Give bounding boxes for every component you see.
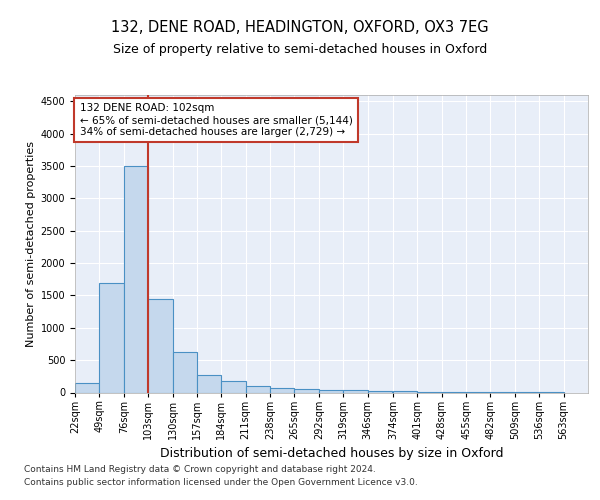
Y-axis label: Number of semi-detached properties: Number of semi-detached properties — [26, 141, 37, 347]
Bar — [393, 390, 418, 392]
X-axis label: Distribution of semi-detached houses by size in Oxford: Distribution of semi-detached houses by … — [160, 447, 503, 460]
Bar — [319, 390, 343, 392]
Bar — [343, 390, 368, 392]
Bar — [197, 374, 221, 392]
Bar — [124, 166, 148, 392]
Text: Size of property relative to semi-detached houses in Oxford: Size of property relative to semi-detach… — [113, 44, 487, 57]
Text: 132, DENE ROAD, HEADINGTON, OXFORD, OX3 7EG: 132, DENE ROAD, HEADINGTON, OXFORD, OX3 … — [111, 20, 489, 35]
Bar — [173, 352, 197, 393]
Bar — [148, 298, 173, 392]
Bar — [100, 282, 124, 393]
Text: 132 DENE ROAD: 102sqm
← 65% of semi-detached houses are smaller (5,144)
34% of s: 132 DENE ROAD: 102sqm ← 65% of semi-deta… — [80, 104, 352, 136]
Bar — [75, 383, 100, 392]
Bar — [245, 386, 270, 392]
Bar — [221, 381, 245, 392]
Bar — [295, 389, 319, 392]
Text: Contains public sector information licensed under the Open Government Licence v3: Contains public sector information licen… — [24, 478, 418, 487]
Bar — [368, 390, 392, 392]
Bar — [270, 388, 295, 392]
Text: Contains HM Land Registry data © Crown copyright and database right 2024.: Contains HM Land Registry data © Crown c… — [24, 466, 376, 474]
